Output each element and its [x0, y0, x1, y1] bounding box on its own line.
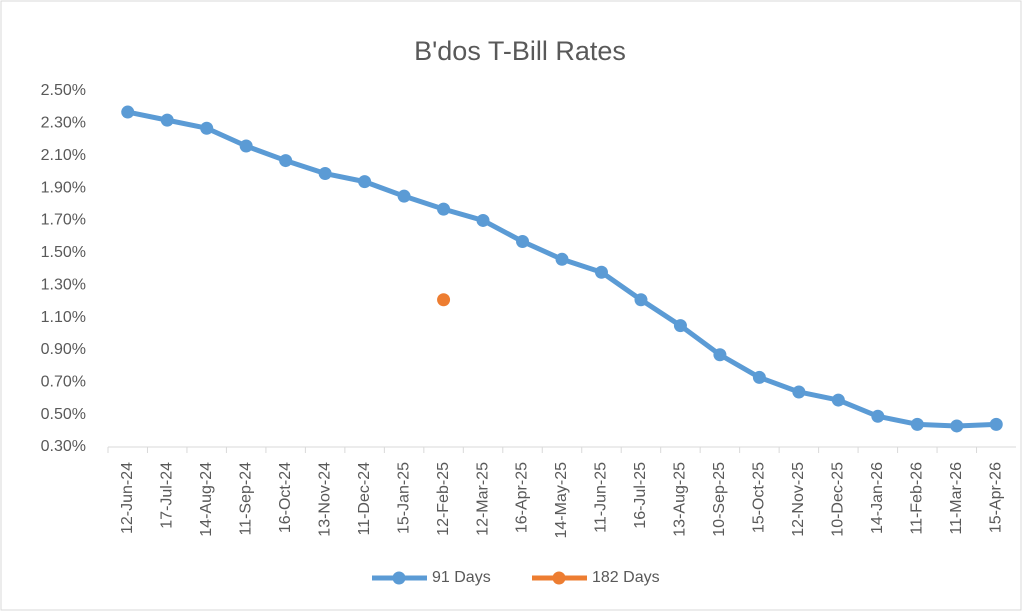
chart-title: B'dos T-Bill Rates [414, 36, 626, 66]
data-point [910, 417, 924, 431]
data-point [279, 154, 293, 168]
x-tick-label: 11-Mar-26 [948, 462, 965, 535]
data-point [516, 234, 530, 248]
data-point [871, 409, 885, 423]
data-point [239, 139, 253, 153]
y-tick-label: 1.90% [41, 179, 86, 196]
data-point [634, 293, 648, 307]
x-tick-label: 12-Feb-25 [435, 462, 452, 536]
x-tick-label: 16-Oct-24 [277, 462, 294, 533]
x-tick-label: 12-Jun-24 [119, 462, 136, 534]
x-tick-label: 12-Nov-25 [790, 462, 807, 537]
x-tick-label: 10-Dec-25 [830, 462, 847, 537]
y-tick-label: 1.10% [41, 309, 86, 326]
x-tick-label: 15-Jan-25 [395, 462, 412, 534]
x-tick-label: 11-Feb-26 [909, 462, 926, 535]
legend-label: 182 Days [592, 569, 660, 586]
x-tick-label: 14-Jan-26 [869, 462, 886, 534]
x-tick-label: 17-Jul-24 [158, 462, 175, 529]
y-tick-label: 2.50% [41, 82, 86, 99]
data-point [752, 370, 766, 384]
y-tick-label: 0.70% [41, 373, 86, 390]
x-tick-label: 12-Mar-25 [474, 462, 491, 536]
data-point [792, 385, 806, 399]
x-tick-label: 11-Sep-24 [237, 462, 254, 536]
y-tick-label: 2.30% [41, 115, 86, 132]
x-tick-label: 15-Oct-25 [751, 462, 768, 533]
data-point [160, 113, 174, 127]
y-tick-label: 0.50% [41, 406, 86, 423]
data-point [121, 105, 135, 119]
data-point [831, 393, 845, 407]
y-tick-label: 1.70% [41, 212, 86, 229]
data-point [200, 121, 214, 135]
data-point [594, 265, 608, 279]
x-tick-label: 13-Aug-25 [672, 462, 689, 537]
data-point [713, 348, 727, 362]
data-point [673, 319, 687, 333]
data-point [989, 417, 1003, 431]
data-point [950, 419, 964, 433]
y-tick-label: 2.10% [41, 147, 86, 164]
y-tick-label: 0.30% [41, 438, 86, 455]
data-point [476, 213, 490, 227]
legend-marker [552, 571, 566, 585]
x-tick-label: 11-Jun-25 [593, 462, 610, 533]
legend-label: 91 Days [432, 569, 491, 586]
x-tick-label: 11-Dec-24 [356, 462, 373, 536]
x-tick-label: 15-Apr-26 [987, 462, 1004, 533]
y-tick-label: 1.50% [41, 244, 86, 261]
x-tick-label: 13-Nov-24 [316, 462, 333, 537]
data-point [318, 167, 332, 181]
data-point [358, 175, 372, 189]
data-point [555, 252, 569, 266]
data-point [397, 189, 411, 203]
x-tick-label: 16-Apr-25 [514, 462, 531, 533]
x-tick-label: 10-Sep-25 [711, 462, 728, 537]
data-point [437, 202, 451, 216]
data-point [437, 293, 451, 307]
x-tick-label: 14-May-25 [553, 462, 570, 539]
y-tick-label: 0.90% [41, 341, 86, 358]
x-tick-label: 14-Aug-24 [198, 462, 215, 537]
y-tick-label: 1.30% [41, 276, 86, 293]
x-tick-label: 16-Jul-25 [632, 462, 649, 529]
legend-marker [392, 571, 406, 585]
